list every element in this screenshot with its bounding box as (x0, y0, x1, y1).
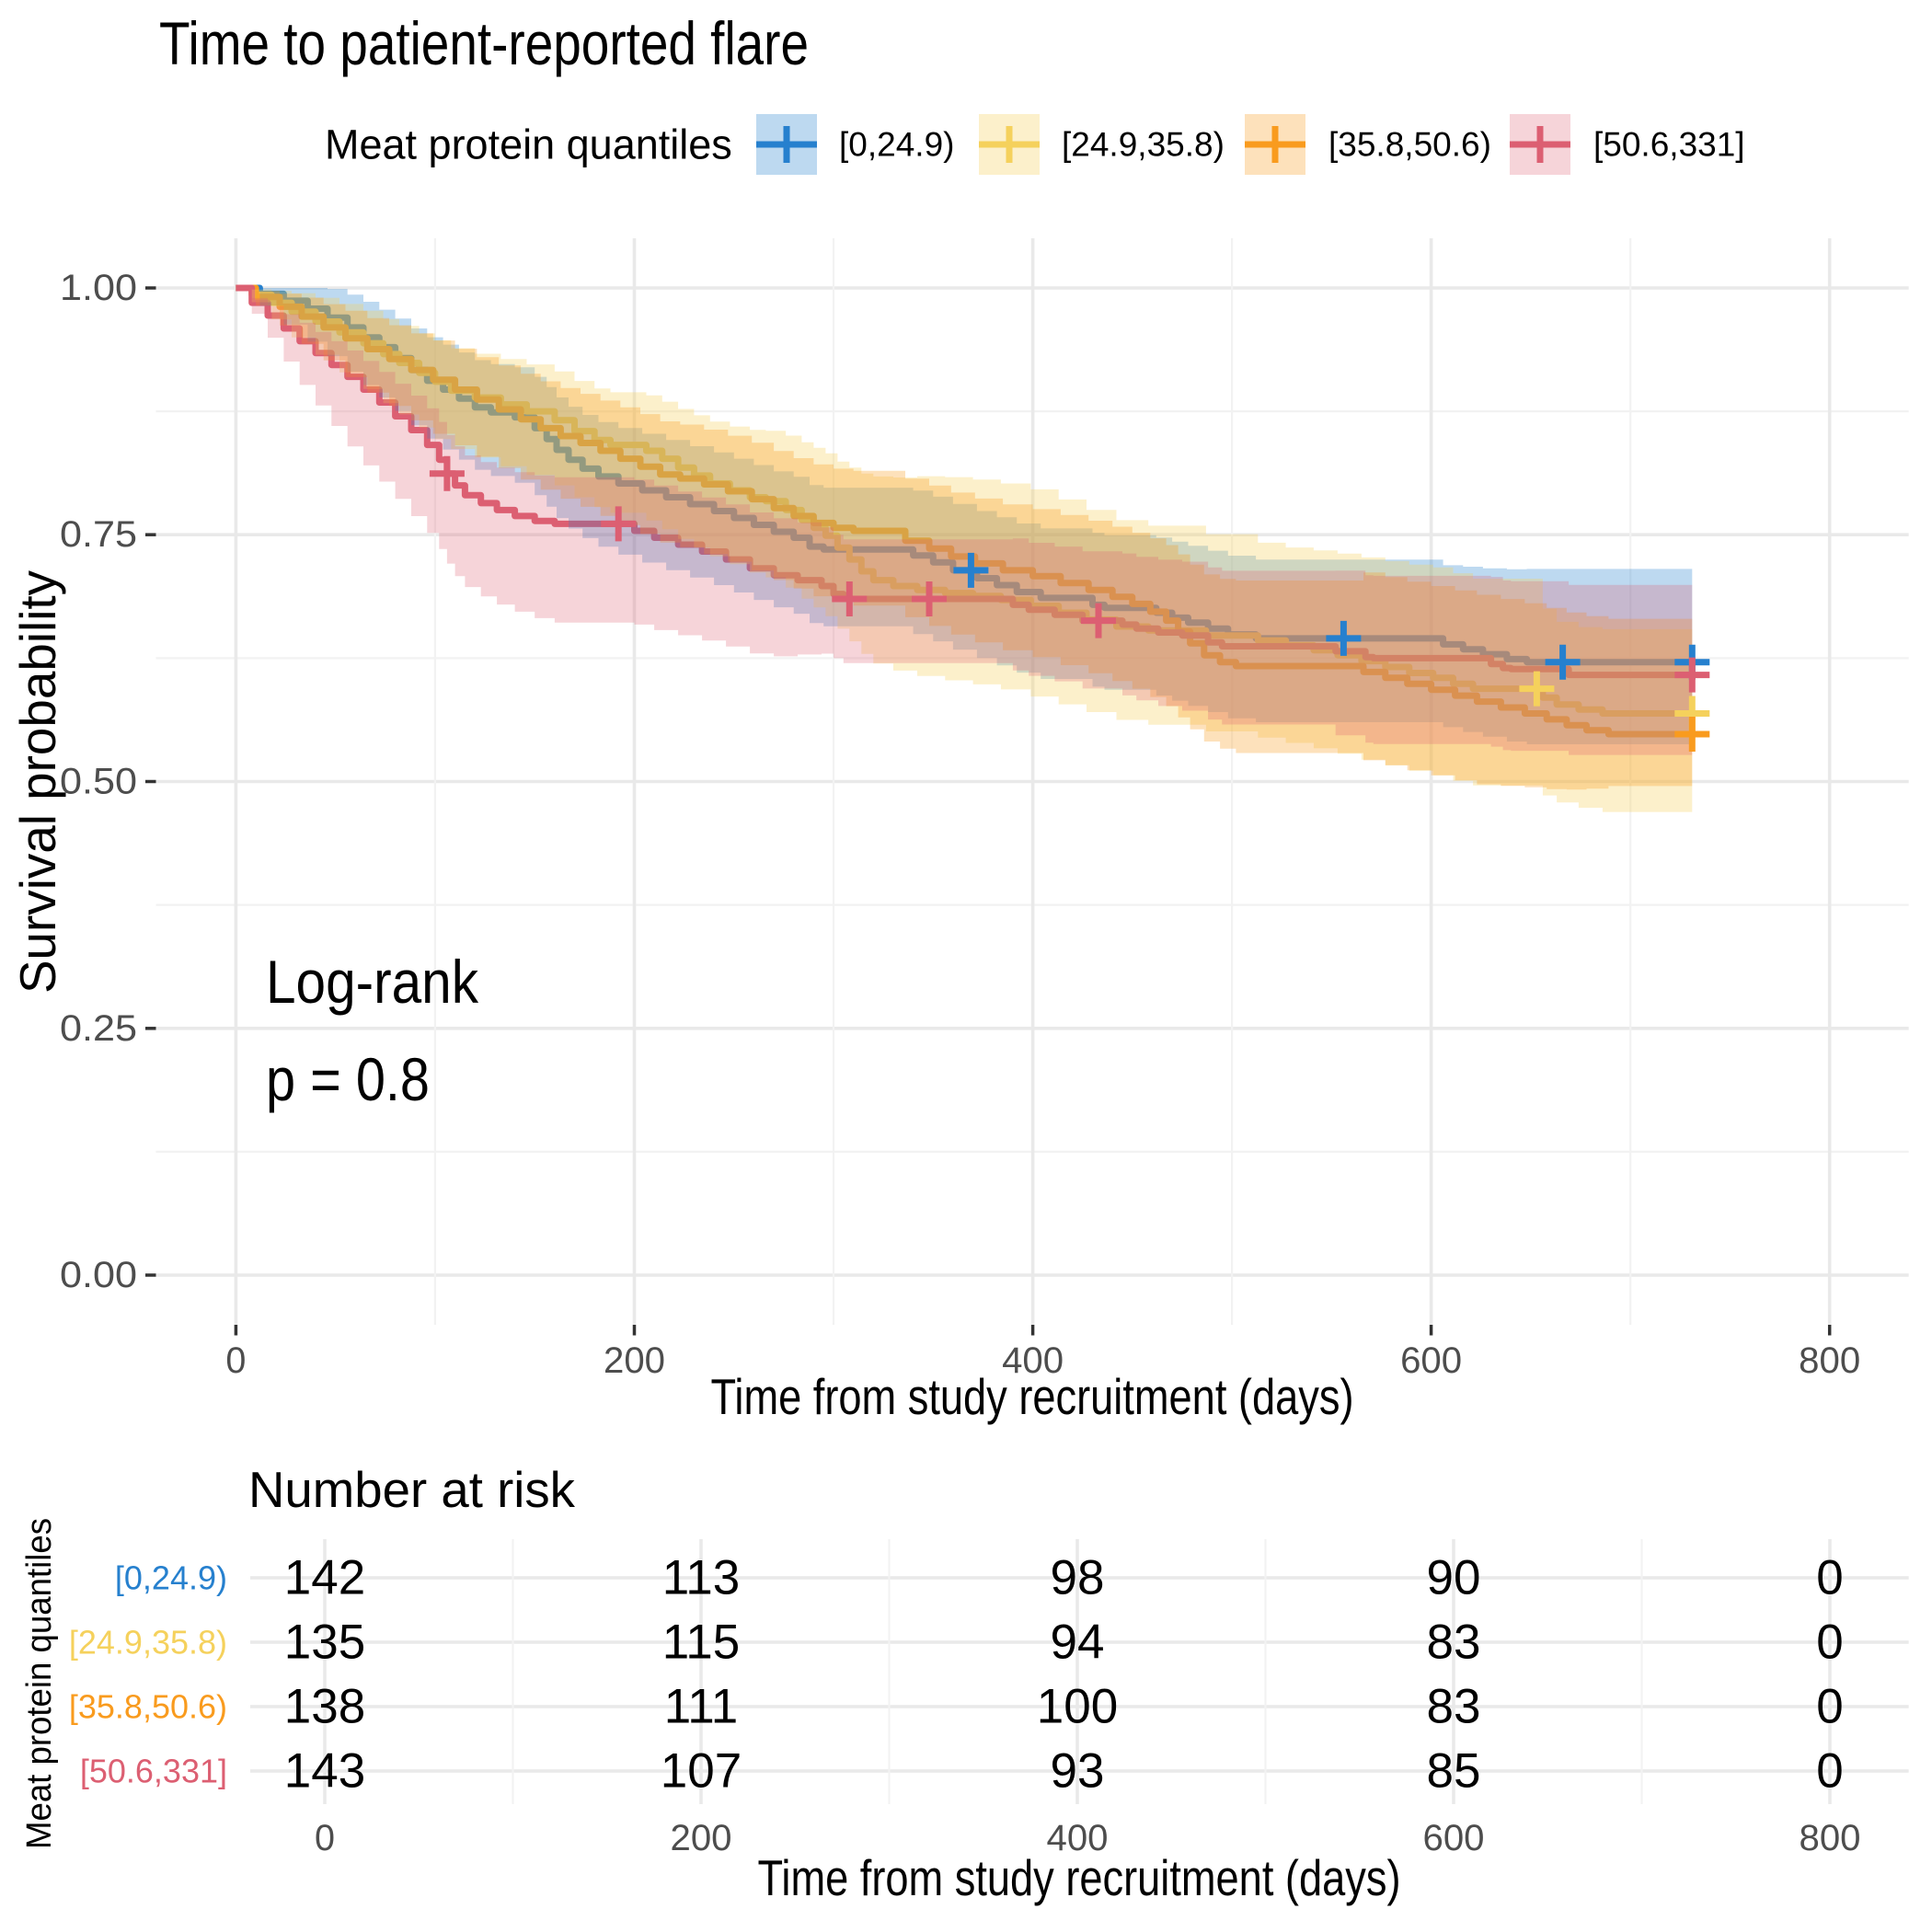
svg-text:0: 0 (225, 1340, 246, 1381)
svg-text:98: 98 (1051, 1551, 1105, 1605)
svg-text:[50.6,331]: [50.6,331] (1593, 126, 1745, 164)
svg-text:0.25: 0.25 (60, 1008, 137, 1049)
svg-text:138: 138 (284, 1680, 365, 1734)
svg-text:85: 85 (1427, 1744, 1481, 1799)
svg-text:0: 0 (1816, 1744, 1843, 1799)
svg-text:Meat protein quantiles: Meat protein quantiles (20, 1518, 59, 1849)
svg-text:200: 200 (604, 1340, 665, 1381)
svg-text:0: 0 (315, 1818, 335, 1858)
svg-text:p = 0.8: p = 0.8 (266, 1045, 430, 1113)
svg-text:Number at risk: Number at risk (248, 1461, 575, 1518)
svg-text:111: 111 (664, 1680, 739, 1734)
svg-text:115: 115 (662, 1616, 741, 1670)
svg-text:0.75: 0.75 (60, 514, 137, 555)
svg-text:Time from study recruitment (d: Time from study recruitment (days) (758, 1849, 1401, 1906)
svg-text:800: 800 (1800, 1818, 1861, 1858)
svg-text:[35.8,50.6): [35.8,50.6) (69, 1688, 227, 1726)
svg-text:Time to patient-reported flare: Time to patient-reported flare (159, 9, 809, 77)
svg-text:0: 0 (1816, 1680, 1843, 1734)
svg-text:200: 200 (671, 1818, 732, 1858)
svg-text:600: 600 (1423, 1818, 1485, 1858)
svg-text:0: 0 (1816, 1551, 1843, 1605)
svg-text:[0,24.9): [0,24.9) (115, 1559, 227, 1597)
svg-text:400: 400 (1002, 1340, 1064, 1381)
svg-text:400: 400 (1047, 1818, 1109, 1858)
svg-text:[50.6,331]: [50.6,331] (80, 1753, 227, 1790)
svg-text:[0,24.9): [0,24.9) (839, 126, 954, 164)
svg-text:93: 93 (1051, 1744, 1105, 1799)
svg-text:Meat protein quantiles: Meat protein quantiles (325, 121, 732, 168)
svg-text:135: 135 (284, 1616, 365, 1670)
svg-text:Log-rank: Log-rank (266, 948, 479, 1016)
svg-text:142: 142 (284, 1551, 365, 1605)
svg-text:113: 113 (662, 1551, 741, 1605)
svg-text:[24.9,35.8): [24.9,35.8) (1062, 126, 1225, 164)
svg-text:0: 0 (1816, 1616, 1843, 1670)
svg-text:[24.9,35.8): [24.9,35.8) (69, 1624, 227, 1662)
svg-text:83: 83 (1427, 1616, 1481, 1670)
svg-text:800: 800 (1799, 1340, 1860, 1381)
svg-text:90: 90 (1427, 1551, 1481, 1605)
svg-text:600: 600 (1400, 1340, 1462, 1381)
svg-text:107: 107 (661, 1744, 742, 1799)
svg-text:Time from study recruitment (d: Time from study recruitment (days) (711, 1368, 1354, 1425)
svg-text:0.00: 0.00 (60, 1255, 137, 1295)
svg-text:143: 143 (284, 1744, 365, 1799)
svg-text:94: 94 (1051, 1616, 1105, 1670)
svg-text:100: 100 (1037, 1680, 1118, 1734)
svg-text:Survival probability: Survival probability (9, 570, 66, 994)
svg-text:0.50: 0.50 (60, 762, 137, 802)
svg-text:83: 83 (1427, 1680, 1481, 1734)
svg-text:[35.8,50.6): [35.8,50.6) (1328, 126, 1491, 164)
svg-text:1.00: 1.00 (60, 268, 137, 308)
